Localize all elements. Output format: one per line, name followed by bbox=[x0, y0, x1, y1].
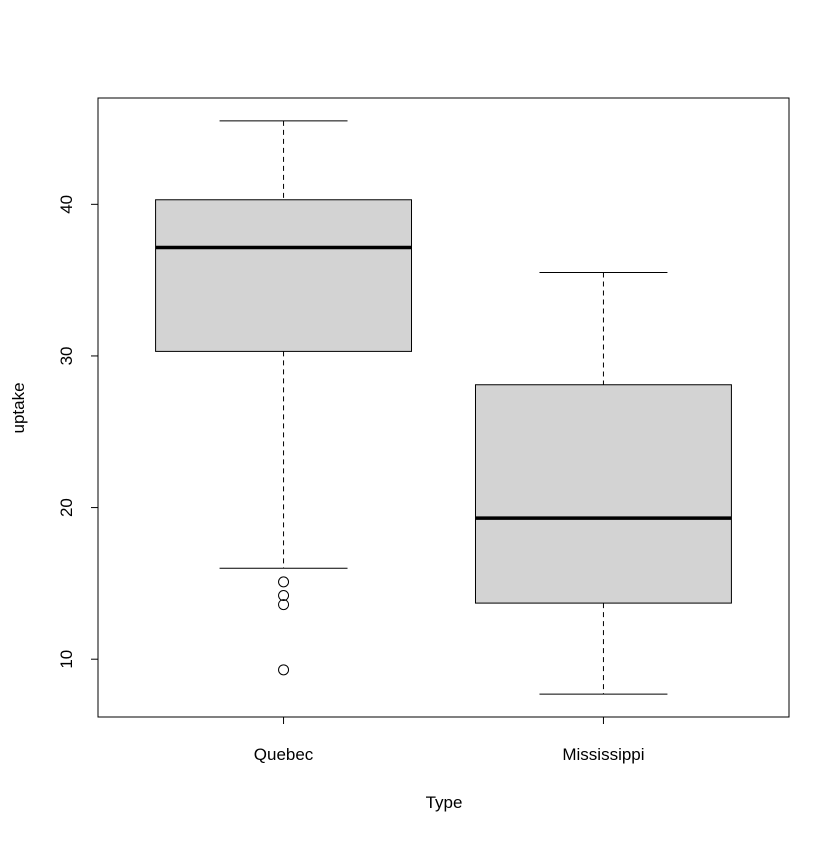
x-tick-label: Mississippi bbox=[562, 745, 644, 764]
outlier bbox=[278, 664, 290, 676]
outlier bbox=[278, 590, 290, 602]
y-tick-label: 30 bbox=[57, 346, 76, 365]
plot-frame bbox=[97, 97, 790, 718]
x-axis-label: Type bbox=[426, 793, 463, 812]
outlier bbox=[278, 599, 290, 611]
box bbox=[474, 384, 732, 604]
outlier bbox=[278, 576, 290, 588]
y-tick-label: 20 bbox=[57, 498, 76, 517]
y-tick-label: 10 bbox=[57, 650, 76, 669]
x-tick-label: Quebec bbox=[254, 745, 314, 764]
box bbox=[155, 199, 413, 352]
y-tick-label: 40 bbox=[57, 195, 76, 214]
y-axis-label: uptake bbox=[9, 382, 28, 433]
